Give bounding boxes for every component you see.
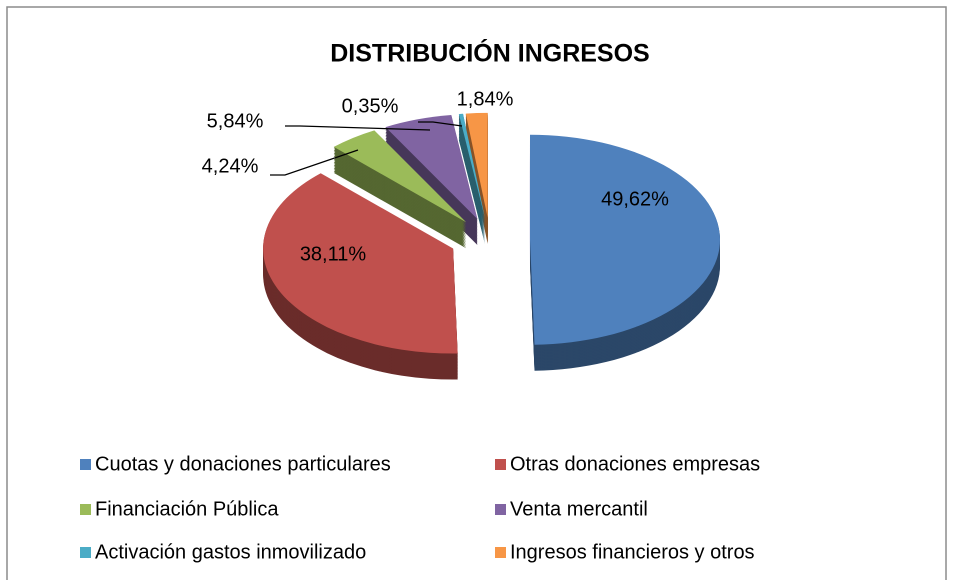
legend-swatch (80, 547, 91, 558)
legend-label: Venta mercantil (510, 498, 648, 520)
slice-side-layer (458, 135, 485, 240)
slice-side-layer (458, 129, 485, 234)
legend-label: Financiación Pública (95, 498, 279, 520)
legend-label: Activación gastos inmovilizado (95, 541, 366, 563)
slice-side-layer (458, 120, 485, 225)
legend-label: Cuotas y donaciones particulares (95, 453, 391, 475)
leader-line (418, 121, 463, 127)
slice-side-layer (458, 139, 485, 245)
data-label: 4,24% (202, 155, 259, 177)
chart-border (6, 6, 947, 580)
data-label: 5,84% (207, 110, 264, 132)
slice (529, 134, 720, 345)
slice-side-layer (458, 126, 485, 231)
data-label: 49,62% (601, 188, 669, 210)
slice (385, 115, 478, 220)
slice-side-layer (458, 132, 485, 237)
legend-label: Ingresos financieros y otros (510, 541, 755, 563)
legend-label: Otras donaciones empresas (510, 453, 760, 475)
slice-side-layer (458, 115, 485, 221)
slice-side-layer (458, 121, 485, 227)
slice (333, 130, 467, 223)
data-label: 38,11% (300, 243, 367, 265)
slice-side (458, 114, 485, 245)
slice-side-layer (458, 124, 485, 230)
slice-side-layer (458, 130, 485, 236)
legend-swatch (495, 459, 506, 470)
leader-line (285, 125, 431, 131)
slice-side-layer (458, 118, 485, 224)
data-label: 1,84% (457, 88, 514, 110)
slice-side-layer (458, 114, 485, 219)
slice (458, 113, 485, 219)
slice-side-layer (458, 133, 485, 239)
legend-swatch (80, 504, 91, 515)
slice-side-layer (458, 138, 485, 243)
legend-swatch (495, 547, 506, 558)
leader-line (270, 149, 359, 176)
legend-swatch (80, 459, 91, 470)
slice-side-layer (458, 127, 485, 233)
slice (263, 173, 458, 354)
legend-swatch (495, 504, 506, 515)
slice-side-layer (458, 123, 485, 228)
slice-side-layer (458, 117, 485, 222)
chart-title: DISTRIBUCIÓN INGRESOS (330, 38, 649, 68)
slice-side-layer (458, 136, 485, 242)
data-label: 0,35% (342, 95, 399, 117)
slice (465, 112, 488, 218)
